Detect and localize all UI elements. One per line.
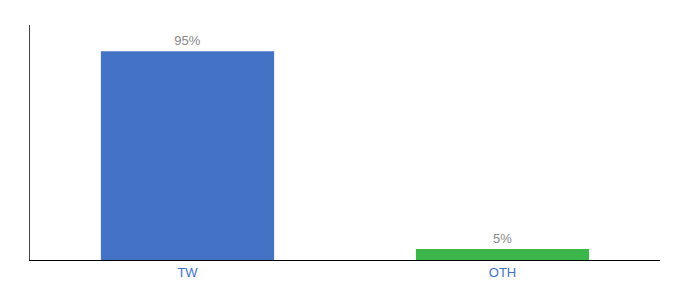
svg-text:5%: 5% [493, 231, 512, 246]
svg-text:OTH: OTH [489, 265, 516, 280]
svg-text:95%: 95% [174, 33, 200, 48]
svg-text:TW: TW [177, 265, 198, 280]
